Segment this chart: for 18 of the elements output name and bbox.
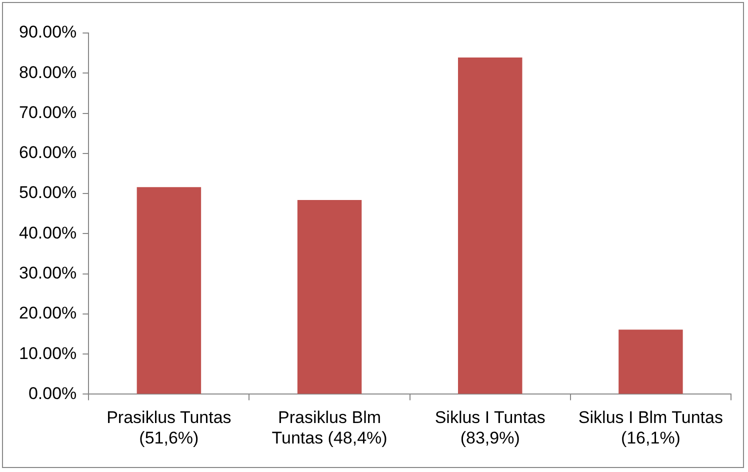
y-tick-label: 0.00% bbox=[28, 384, 77, 403]
bar bbox=[458, 57, 522, 394]
y-tick-label: 20.00% bbox=[18, 304, 77, 323]
y-tick-label: 80.00% bbox=[18, 62, 77, 82]
x-tick-label: Prasiklus Tuntas (51,6%) bbox=[106, 408, 232, 448]
x-tick-label: Siklus I Blm Tuntas (16,1%) bbox=[578, 408, 723, 448]
bar bbox=[297, 200, 362, 394]
y-tick-label: 60.00% bbox=[18, 143, 77, 162]
x-tick-label: Prasiklus Blm Tuntas (48,4%) bbox=[272, 408, 388, 448]
y-tick-label: 90.00% bbox=[18, 22, 77, 42]
bar bbox=[136, 187, 202, 394]
y-tick-label: 10.00% bbox=[18, 344, 77, 363]
x-tick-label: Siklus I Tuntas (83,9%) bbox=[434, 408, 546, 448]
y-tick-label: 50.00% bbox=[18, 183, 77, 202]
bar bbox=[618, 330, 683, 394]
y-tick-label: 70.00% bbox=[18, 102, 77, 122]
y-tick-label: 30.00% bbox=[18, 263, 77, 282]
y-tick-label: 40.00% bbox=[18, 223, 77, 242]
